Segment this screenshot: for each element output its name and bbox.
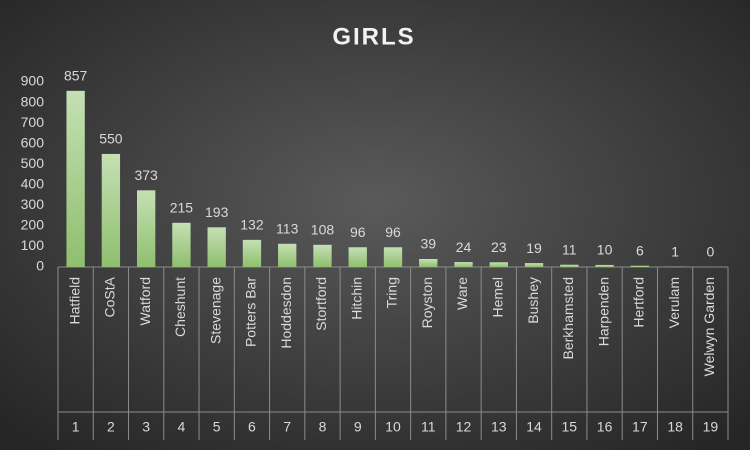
bar: [595, 264, 614, 267]
data-label: 193: [205, 204, 229, 220]
x-tick-label: Cheshunt: [172, 277, 188, 337]
bar: [207, 227, 226, 267]
x-tick-number: 10: [385, 419, 401, 435]
x-tick-number: 14: [526, 419, 542, 435]
data-label: 10: [597, 242, 613, 258]
y-tick-label: 900: [21, 73, 45, 89]
x-tick-number: 4: [178, 419, 186, 435]
bar: [560, 264, 579, 267]
y-tick-label: 600: [21, 134, 45, 150]
x-tick-label: Hatfield: [66, 277, 82, 324]
x-tick-number: 8: [319, 419, 327, 435]
bar: [454, 262, 473, 267]
x-tick-label: Hertford: [631, 277, 647, 328]
y-tick-label: 300: [21, 196, 45, 212]
x-tick-number: 12: [456, 419, 472, 435]
chart-title: GIRLS: [332, 23, 415, 50]
bar: [136, 190, 156, 267]
data-label: 23: [491, 239, 507, 255]
data-label: 11: [562, 241, 577, 257]
data-label: 96: [385, 224, 401, 240]
bar: [278, 243, 297, 267]
y-tick-label: 200: [21, 217, 45, 233]
x-tick-number: 5: [213, 419, 221, 435]
data-label: 39: [420, 236, 436, 252]
data-label: 113: [276, 220, 299, 236]
x-tick-number: 17: [632, 419, 648, 435]
x-tick-number: 9: [354, 419, 362, 435]
x-tick-label: Welwyn Garden: [701, 277, 717, 376]
bar: [348, 247, 367, 267]
x-tick-label: Harpenden: [595, 277, 611, 346]
x-tick-label: Bushey: [525, 277, 541, 324]
x-tick-number: 13: [491, 419, 507, 435]
x-tick-number: 15: [562, 419, 578, 435]
x-tick-label: Stevenage: [207, 277, 223, 344]
data-label: 108: [311, 222, 335, 238]
y-tick-label: 700: [21, 114, 45, 130]
bar: [101, 153, 121, 267]
x-tick-number: 16: [597, 419, 613, 435]
bar: [242, 239, 262, 267]
x-tick-number: 11: [421, 419, 436, 435]
x-tick-label: Berkhamsted: [560, 277, 576, 359]
x-tick-label: Hoddesdon: [278, 277, 294, 349]
x-tick-number: 6: [248, 419, 256, 435]
data-label: 857: [64, 68, 88, 84]
x-tick-label: Hitchin: [348, 277, 364, 320]
data-label: 1: [671, 243, 679, 259]
x-tick-label: Verulam: [666, 277, 682, 328]
x-tick-label: Watford: [137, 277, 153, 326]
data-label: 132: [240, 217, 264, 233]
data-label: 373: [134, 167, 158, 183]
data-label: 550: [99, 131, 123, 147]
x-tick-label: Hemel: [489, 277, 505, 317]
x-tick-number: 7: [283, 419, 291, 435]
y-tick-label: 500: [21, 155, 45, 171]
x-tick-label: Stortford: [313, 277, 329, 331]
x-tick-number: 19: [703, 419, 719, 435]
x-tick-number: 3: [142, 419, 150, 435]
y-tick-label: 800: [21, 93, 45, 109]
bar: [419, 258, 438, 267]
y-tick-label: 100: [21, 237, 45, 253]
data-label: 0: [706, 244, 714, 260]
y-tick-label: 0: [36, 258, 44, 274]
x-tick-number: 1: [72, 419, 80, 435]
bar: [524, 263, 544, 267]
x-tick-label: Ware: [454, 277, 470, 310]
data-label: 19: [526, 240, 542, 256]
data-label: 215: [170, 200, 194, 216]
x-tick-number: 2: [107, 419, 115, 435]
x-tick-label: CoStA: [102, 276, 118, 317]
x-tick-label: Potters Bar: [243, 277, 259, 347]
bar: [66, 90, 85, 267]
data-label: 96: [350, 224, 366, 240]
bar: [383, 247, 403, 267]
bar: [630, 265, 650, 267]
bar: [172, 222, 191, 267]
data-label: 24: [456, 239, 472, 255]
x-tick-label: Royston: [419, 277, 435, 328]
bar: [489, 262, 508, 267]
x-tick-number: 18: [667, 419, 683, 435]
x-tick-label: Tring: [384, 277, 400, 308]
data-label: 6: [636, 242, 644, 258]
y-tick-label: 400: [21, 175, 45, 191]
bar: [313, 244, 332, 267]
